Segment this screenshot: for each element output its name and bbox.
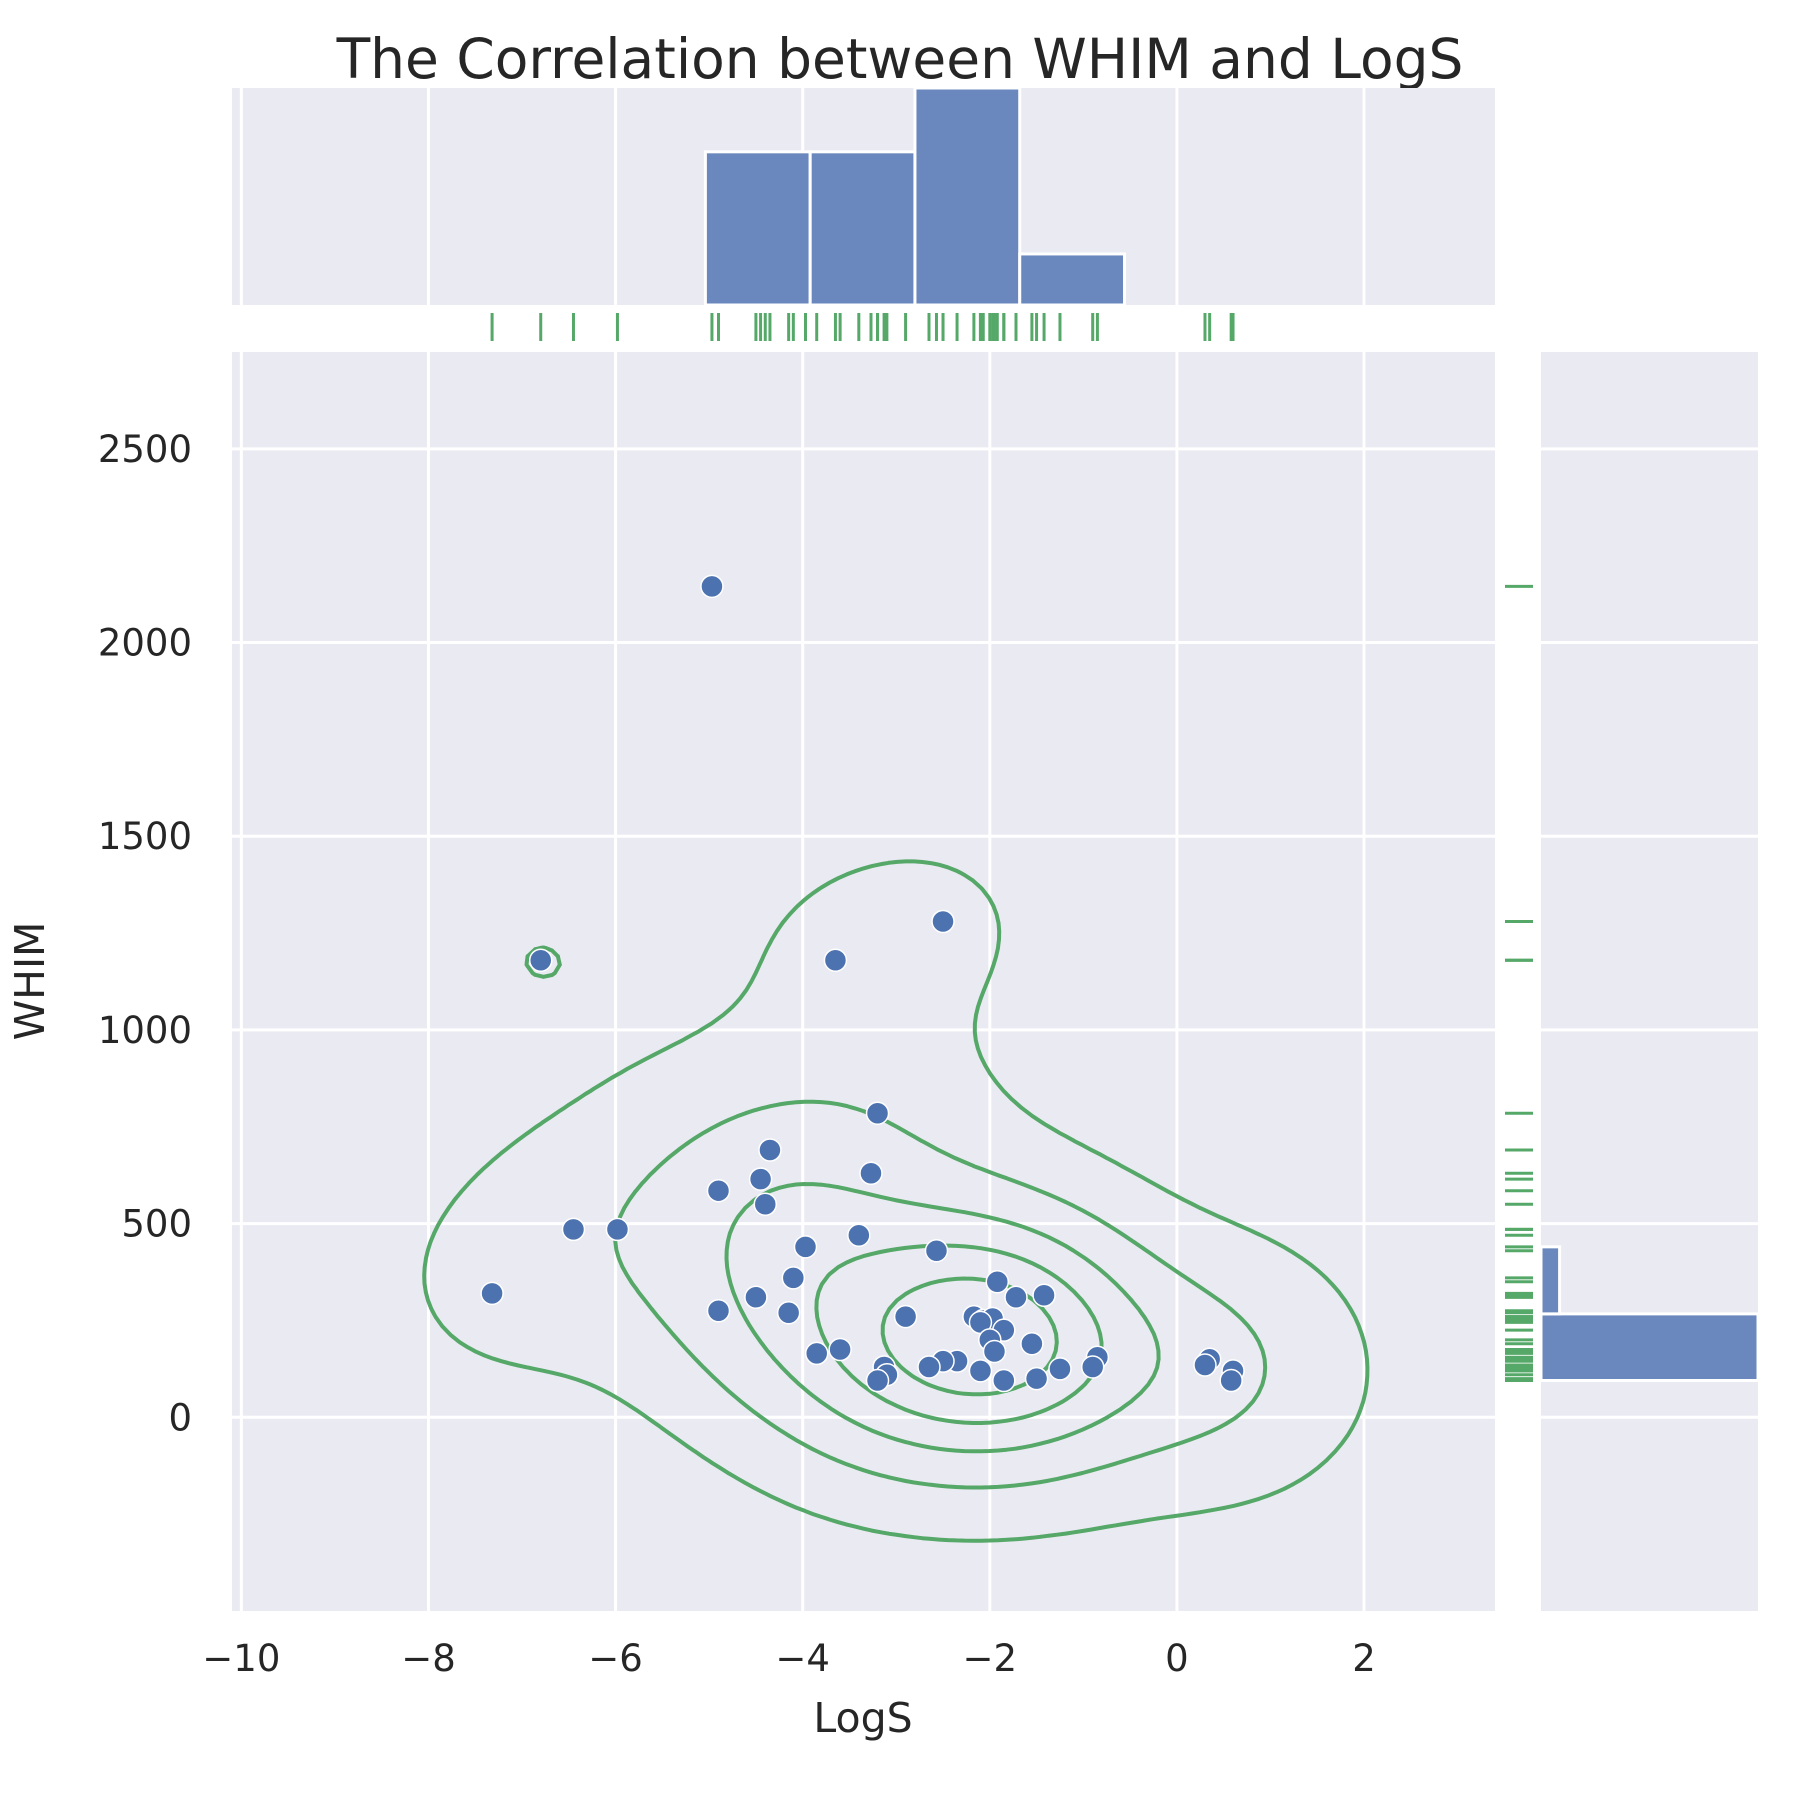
chart-title: The Correlation between WHIM and LogS <box>336 27 1464 91</box>
scatter-point <box>968 1359 993 1383</box>
scatter-point <box>992 1368 1016 1393</box>
scatter-point <box>605 1217 630 1242</box>
main-panel-background <box>232 352 1495 1611</box>
top-histogram <box>703 86 1127 307</box>
scatter-point <box>561 1217 586 1242</box>
scatter-point <box>1080 1355 1105 1379</box>
scatter-point <box>828 1337 852 1362</box>
right-histogram <box>1539 1245 1760 1383</box>
x-axis-label: LogS <box>813 1694 912 1742</box>
scatter-point <box>893 1304 918 1329</box>
scatter-point <box>1004 1285 1028 1309</box>
y-tick-label: 500 <box>121 1203 192 1246</box>
y-tick-label: 2500 <box>98 428 192 471</box>
scatter-point <box>865 1368 890 1393</box>
scatter-point <box>865 1101 890 1125</box>
x-tick-labels: −10 −8 −6 −4 −2 0 2 <box>202 1637 1375 1680</box>
x-tick-label: −6 <box>588 1637 643 1680</box>
x-tick-label: 2 <box>1352 1637 1376 1680</box>
scatter-point <box>706 1299 731 1323</box>
x-histogram-bar <box>808 150 917 307</box>
y-tick-labels: 0 500 1000 1500 2000 2500 <box>98 428 192 1439</box>
scatter-point <box>1020 1331 1044 1356</box>
x-tick-label: −8 <box>401 1637 456 1680</box>
y-tick-label: 0 <box>168 1396 192 1439</box>
scatter-point <box>700 574 724 599</box>
right-marginal-background <box>1541 352 1758 1611</box>
scatter-point <box>776 1300 801 1325</box>
x-histogram-bar <box>1018 252 1127 307</box>
scatter-point <box>1032 1283 1056 1308</box>
x-histogram-bar <box>913 86 1022 307</box>
main-panel: −10 −8 −6 −4 −2 0 2 0 500 1000 1500 2000 2500 <box>98 352 1495 1680</box>
scatter-point <box>985 1269 1010 1294</box>
y-tick-label: 1500 <box>98 815 192 858</box>
kde-contour-line <box>422 576 1370 1543</box>
main-gridlines <box>232 352 1495 1611</box>
y-tick-label: 1000 <box>98 1009 192 1052</box>
scatter-point <box>1024 1366 1049 1391</box>
scatter-point <box>982 1339 1007 1364</box>
scatter-point <box>480 1281 504 1306</box>
scatter-point <box>804 1341 829 1366</box>
kde-contour-line <box>613 1099 1268 1490</box>
x-tick-label: −4 <box>775 1637 830 1680</box>
scatter-point <box>917 1355 941 1379</box>
scatter-point <box>748 1167 773 1191</box>
x-tick-label: −2 <box>963 1637 1018 1680</box>
x-tick-label: 0 <box>1165 1637 1189 1680</box>
x-tick-label: −10 <box>202 1637 280 1680</box>
scatter-point <box>859 1161 883 1186</box>
y-histogram-bar <box>1539 1245 1562 1316</box>
x-histogram-bar <box>703 150 812 307</box>
scatter-point <box>823 948 848 972</box>
top-rug <box>490 313 1235 341</box>
scatter-point <box>781 1266 806 1290</box>
right-marginal-gridlines <box>1541 447 1758 1419</box>
scatter-point <box>847 1223 871 1247</box>
scatter-point <box>706 1178 731 1203</box>
scatter-point <box>1048 1357 1072 1381</box>
scatter-point <box>924 1238 949 1263</box>
scatter-point <box>793 1235 818 1259</box>
y-axis-label: WHIM <box>6 922 54 1041</box>
top-marginal-panel <box>232 86 1495 341</box>
scatter-points <box>480 574 1245 1393</box>
y-histogram-bar <box>1539 1312 1760 1383</box>
scatter-point <box>931 909 955 934</box>
right-rug <box>1505 584 1533 1383</box>
scatter-point <box>1193 1353 1217 1377</box>
scatter-point <box>528 948 553 972</box>
scatter-point <box>753 1192 778 1216</box>
scatter-point <box>758 1138 782 1162</box>
scatter-point <box>1219 1368 1243 1393</box>
right-marginal-panel <box>1505 352 1760 1611</box>
scatter-point <box>744 1285 768 1309</box>
y-tick-label: 2000 <box>98 622 192 665</box>
